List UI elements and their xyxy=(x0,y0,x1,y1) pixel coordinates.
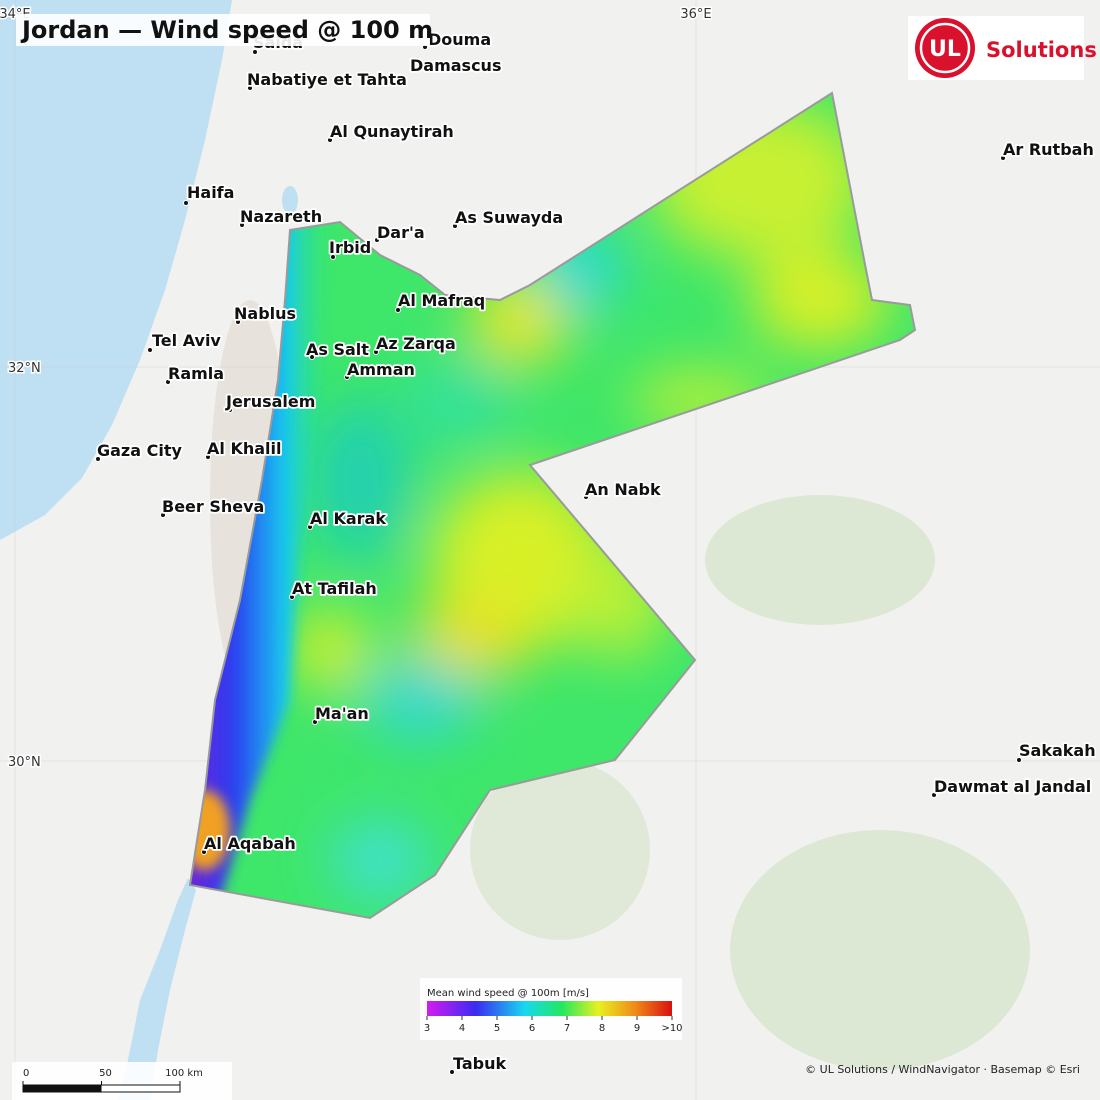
city-label: Ramla xyxy=(168,364,224,383)
logo-ring xyxy=(919,22,971,74)
city-dot xyxy=(205,454,211,460)
gulf xyxy=(118,878,196,1100)
city-dot xyxy=(395,307,401,313)
city-label: Al Khalil xyxy=(207,439,281,458)
city-dot xyxy=(289,594,295,600)
city-dot xyxy=(227,407,233,413)
logo-mark: UL xyxy=(929,37,961,62)
city-label: Al Karak xyxy=(310,509,386,528)
city-label: Az Zarqa xyxy=(376,334,456,353)
city-label: Beer Sheva xyxy=(162,497,264,516)
border xyxy=(188,91,917,920)
city-dot xyxy=(252,49,258,55)
city-label: Dar'a xyxy=(377,223,425,242)
city-label: Nazareth xyxy=(240,207,322,226)
city-label: At Tafilah xyxy=(292,579,377,598)
city-dot xyxy=(452,223,458,229)
city-dot xyxy=(1016,757,1022,763)
city-label: As Salt xyxy=(306,340,369,359)
city-label: Dawmat al Jandal xyxy=(934,777,1091,796)
city-dot xyxy=(201,849,207,855)
scale-bar: 0 50 100 km xyxy=(22,1068,203,1093)
city-dot xyxy=(147,347,153,353)
scale-label: 0 xyxy=(23,1068,29,1079)
legend-tick-label: 6 xyxy=(529,1023,535,1034)
city-dot xyxy=(239,222,245,228)
legend-tick-label: >10 xyxy=(661,1023,682,1034)
city-dot xyxy=(95,456,101,462)
city-label: Irbid xyxy=(329,238,371,257)
city-label: Amman xyxy=(347,360,415,379)
city-dot xyxy=(312,719,318,725)
city-dot xyxy=(235,319,241,325)
city-dot xyxy=(330,254,336,260)
attribution: © UL Solutions / WindNavigator · Basemap… xyxy=(805,1063,1080,1076)
sea xyxy=(0,0,232,540)
city-dot xyxy=(1000,155,1006,161)
city-dot xyxy=(165,379,171,385)
city-label: Jerusalem xyxy=(225,392,315,411)
city-label: Haifa xyxy=(187,183,234,202)
city-label: Sakakah xyxy=(1019,741,1096,760)
city-label: Damascus xyxy=(410,56,501,75)
legend-tick-label: 9 xyxy=(634,1023,640,1034)
legend-tick-label: 7 xyxy=(564,1023,570,1034)
city-dot xyxy=(373,349,379,355)
city-label: Ar Rutbah xyxy=(1003,140,1094,159)
city-label: Tel Aviv xyxy=(152,331,221,350)
desert-area xyxy=(705,495,935,625)
city-dot xyxy=(183,200,189,206)
latitude-label: 30°N xyxy=(8,755,41,770)
desert-area xyxy=(730,830,1030,1070)
scale-box xyxy=(12,1062,232,1100)
city-label: Al Aqabah xyxy=(204,834,296,853)
city-label: Gaza City xyxy=(97,441,182,460)
city-dot xyxy=(247,85,253,91)
city-dot xyxy=(344,374,350,380)
city-dot xyxy=(307,524,313,530)
city-dot xyxy=(409,67,415,73)
city-label: Ma'an xyxy=(315,704,369,723)
desert-area xyxy=(470,760,650,940)
city-dot xyxy=(374,237,380,243)
latitude-label: 32°N xyxy=(8,361,41,376)
city-label: Nablus xyxy=(234,304,296,323)
city-dot xyxy=(931,792,937,798)
scale-bar-segment xyxy=(23,1085,102,1092)
city-label: An Nabk xyxy=(585,480,661,499)
city-dot xyxy=(449,1069,455,1075)
scale-label: 50 xyxy=(99,1068,112,1079)
legend-tick-label: 8 xyxy=(599,1023,605,1034)
city-label: Tabuk xyxy=(453,1054,506,1073)
city-dot xyxy=(583,494,589,500)
logo-text: Solutions xyxy=(986,38,1097,62)
legend-title: Mean wind speed @ 100m [m/s] xyxy=(427,988,589,999)
legend-ticks: 3 4 5 6 7 8 9 >10 xyxy=(424,1016,683,1034)
city-label: Al Qunaytirah xyxy=(330,122,454,141)
legend-tick-label: 5 xyxy=(494,1023,500,1034)
city-label: Al Mafraq xyxy=(398,291,485,310)
city-dot xyxy=(309,354,315,360)
logo-circle xyxy=(915,18,975,78)
colorbar xyxy=(427,1001,672,1016)
lake xyxy=(282,186,298,214)
city-dot xyxy=(327,137,333,143)
scale-label: 100 km xyxy=(165,1068,203,1079)
city-dot xyxy=(160,512,166,518)
legend-tick-label: 3 xyxy=(424,1023,430,1034)
legend-tick-label: 4 xyxy=(459,1023,465,1034)
city-label: As Suwayda xyxy=(455,208,563,227)
title: Jordan — Wind speed @ 100 m xyxy=(20,16,433,44)
city-label: Nabatiye et Tahta xyxy=(247,70,407,89)
longitude-label: 36°E xyxy=(680,7,711,22)
title-box xyxy=(16,14,430,46)
city-label: Douma xyxy=(428,30,491,49)
